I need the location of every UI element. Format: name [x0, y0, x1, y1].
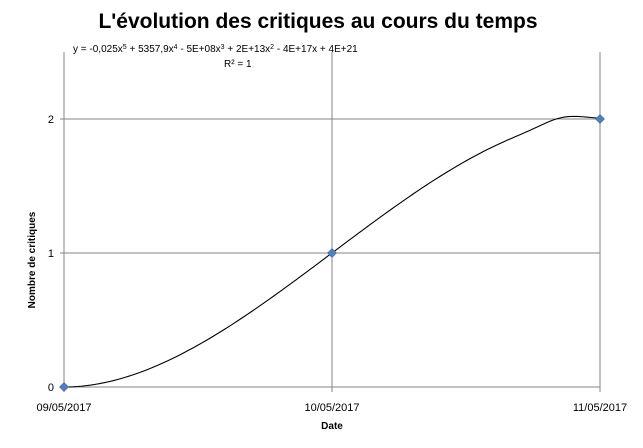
equation-exponent: 3	[221, 44, 225, 51]
tick-labels: 0 1 2 09/05/2017 10/05/2017 11/05/2017	[36, 114, 627, 414]
equation-term: - 4E+17x + 4E+21	[274, 44, 358, 55]
equation-term: - 5E+08x	[178, 44, 221, 55]
y-tick-label: 0	[48, 382, 54, 394]
y-tick-label: 2	[48, 114, 54, 126]
gridlines	[64, 52, 601, 387]
data-points	[59, 114, 605, 392]
y-axis-label: Nombre de critiques	[27, 211, 38, 308]
equation-term: + 2E+13x	[225, 44, 271, 55]
trendline-equation: y = -0,025x5 + 5357,9x4 - 5E+08x3 + 2E+1…	[73, 44, 358, 56]
data-point-marker	[327, 248, 337, 258]
equation-term: y = -0,025x	[73, 44, 123, 55]
chart-title: L'évolution des critiques au cours du te…	[98, 10, 537, 33]
data-point-marker	[595, 114, 605, 124]
equation-exponent: 5	[123, 44, 127, 51]
x-axis-label: Date	[321, 421, 343, 432]
trendline-r-squared: R² = 1	[224, 59, 252, 70]
x-tick-label: 11/05/2017	[573, 402, 627, 414]
y-tick-label: 1	[48, 248, 54, 260]
equation-exponent: 2	[270, 44, 274, 51]
equation-exponent: 4	[174, 44, 178, 51]
x-tick-label: 10/05/2017	[304, 402, 359, 414]
equation-term: + 5357,9x	[127, 44, 174, 55]
axes	[60, 52, 601, 392]
x-tick-label: 09/05/2017	[36, 402, 91, 414]
data-point-marker	[59, 382, 69, 392]
